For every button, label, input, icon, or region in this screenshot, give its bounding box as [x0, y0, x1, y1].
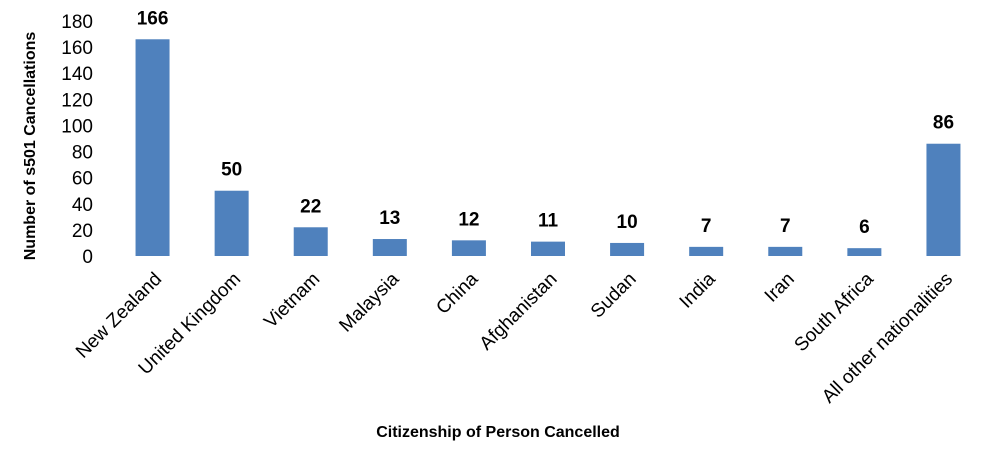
y-axis-ticks: 0 20 40 60 80 100 120 140 160 180 [61, 12, 93, 268]
bar-all-other-nationalities [926, 143, 961, 256]
y-tick-label-100: 100 [61, 116, 93, 137]
bar-malaysia [372, 239, 407, 256]
data-label-new-zealand: 166 [137, 8, 169, 29]
category-label-sudan: Sudan [587, 269, 641, 323]
data-label-all-other-nationalities: 86 [933, 113, 954, 134]
data-label-sudan: 10 [617, 212, 638, 233]
category-label-malaysia: Malaysia [335, 268, 403, 336]
data-label-south-africa: 6 [859, 217, 870, 238]
data-label-united-kingdom: 50 [221, 160, 242, 181]
data-labels: 166 50 22 13 12 11 10 7 7 6 86 [137, 8, 954, 238]
y-axis-title: Number of s501 Cancellations [22, 32, 39, 261]
bar-afghanistan [531, 241, 565, 256]
y-tick-label-80: 80 [72, 143, 93, 164]
category-label-china: China [432, 268, 482, 318]
data-label-vietnam: 22 [300, 196, 321, 217]
bar-vietnam [293, 227, 328, 256]
bar-china [451, 240, 486, 256]
y-tick-label-20: 20 [72, 221, 93, 242]
bars [135, 39, 961, 257]
y-tick-label-180: 180 [61, 12, 93, 33]
y-tick-label-140: 140 [61, 64, 93, 85]
data-label-afghanistan: 11 [538, 211, 559, 232]
category-label-india: India [676, 268, 720, 312]
data-label-india: 7 [701, 216, 712, 237]
bar-united-kingdom [214, 190, 249, 256]
y-tick-label-0: 0 [82, 247, 93, 268]
category-label-afghanistan: Afghanistan [476, 269, 562, 355]
y-tick-label-120: 120 [61, 90, 93, 111]
bar-south-africa [847, 248, 882, 256]
data-label-malaysia: 13 [379, 208, 400, 229]
y-tick-label-40: 40 [72, 195, 93, 216]
bar-new-zealand [135, 39, 170, 257]
bar-sudan [610, 242, 645, 256]
category-label-south-africa: South Africa [791, 268, 879, 356]
category-label-all-other-nationalities: All other nationalities [818, 269, 957, 408]
category-label-iran: Iran [761, 269, 799, 307]
bar-india [689, 246, 724, 256]
data-label-china: 12 [458, 209, 479, 230]
y-tick-label-60: 60 [72, 169, 93, 190]
y-tick-label-160: 160 [61, 38, 93, 59]
bar-iran [768, 246, 803, 256]
data-label-iran: 7 [780, 216, 791, 237]
x-axis-title: Citizenship of Person Cancelled [376, 424, 620, 441]
category-label-vietnam: Vietnam [260, 269, 324, 333]
